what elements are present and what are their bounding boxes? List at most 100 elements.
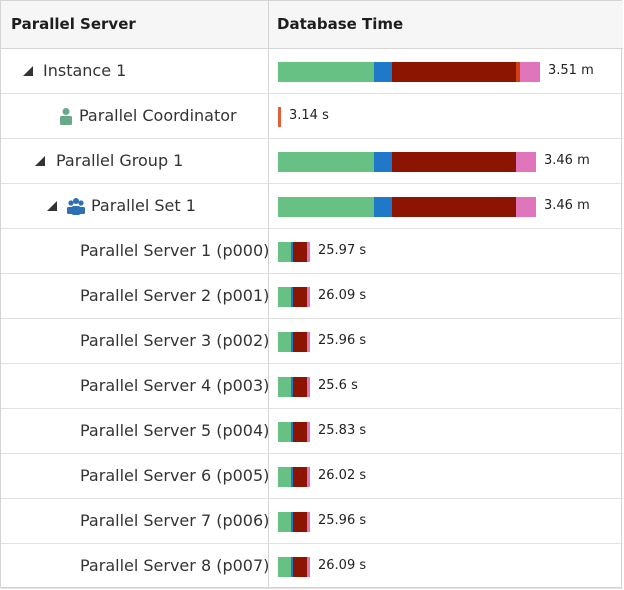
bar-segment xyxy=(291,422,293,442)
collapse-toggle-icon[interactable] xyxy=(35,156,45,166)
tree-row[interactable]: Parallel Server 7 (p006) 25.96 s xyxy=(1,499,623,544)
database-time-value: 3.51 m xyxy=(548,63,594,78)
database-time-bar[interactable] xyxy=(278,422,310,442)
bar-segment xyxy=(520,62,540,82)
bar-segment xyxy=(291,557,293,577)
database-time-value: 3.46 m xyxy=(544,153,590,168)
bar-segment xyxy=(516,152,536,172)
row-label: Parallel Set 1 xyxy=(91,196,196,215)
bar-segment xyxy=(307,332,310,352)
tree-row[interactable]: Parallel Server 3 (p002) 25.96 s xyxy=(1,319,623,364)
database-time-value: 3.46 m xyxy=(544,198,590,213)
bar-segment xyxy=(278,62,374,82)
bar-segment xyxy=(278,107,281,127)
database-time-value: 26.09 s xyxy=(318,558,367,573)
bar-segment xyxy=(392,197,516,217)
bar-segment xyxy=(307,377,310,397)
bar-segment xyxy=(307,557,310,577)
database-time-value: 26.02 s xyxy=(318,468,367,483)
coordinator-icon xyxy=(57,107,75,129)
row-label: Parallel Server 1 (p000) xyxy=(80,241,270,260)
bar-segment xyxy=(392,152,516,172)
database-time-bar[interactable] xyxy=(278,242,310,262)
bar-segment xyxy=(307,467,310,487)
database-time-value: 25.83 s xyxy=(318,423,367,438)
bar-segment xyxy=(278,242,291,262)
tree-row[interactable]: Parallel Server 2 (p001) 26.09 s xyxy=(1,274,623,319)
row-label: Parallel Server 3 (p002) xyxy=(80,331,270,350)
row-label: Instance 1 xyxy=(43,61,127,80)
database-time-bar[interactable] xyxy=(278,107,281,127)
database-time-bar[interactable] xyxy=(278,62,540,82)
database-time-value: 25.6 s xyxy=(318,378,358,393)
row-label: Parallel Group 1 xyxy=(56,151,184,170)
parallel-set-icon xyxy=(67,197,85,219)
database-time-bar[interactable] xyxy=(278,152,536,172)
bar-segment xyxy=(278,377,291,397)
bar-segment xyxy=(374,152,392,172)
database-time-value: 26.09 s xyxy=(318,288,367,303)
database-time-bar[interactable] xyxy=(278,377,310,397)
bar-segment xyxy=(374,62,392,82)
database-time-bar[interactable] xyxy=(278,287,310,307)
bar-segment xyxy=(293,557,307,577)
bar-segment xyxy=(293,377,307,397)
row-label: Parallel Server 6 (p005) xyxy=(80,466,270,485)
row-label: Parallel Server 2 (p001) xyxy=(80,286,270,305)
tree-row[interactable]: Parallel Server 5 (p004) 25.83 s xyxy=(1,409,623,454)
bar-segment xyxy=(293,242,307,262)
bar-segment xyxy=(291,512,293,532)
column-divider xyxy=(268,1,269,589)
bar-segment xyxy=(392,62,516,82)
tree-row[interactable]: Instance 1 3.51 m xyxy=(1,49,623,94)
bar-segment xyxy=(278,197,374,217)
bar-segment xyxy=(307,242,310,262)
bar-segment xyxy=(307,512,310,532)
bar-segment xyxy=(291,377,293,397)
tree-row[interactable]: Parallel Server 4 (p003) 25.6 s xyxy=(1,364,623,409)
bar-segment xyxy=(516,197,536,217)
bar-segment xyxy=(291,332,293,352)
row-label: Parallel Server 7 (p006) xyxy=(80,511,270,530)
bar-segment xyxy=(293,512,307,532)
database-time-value: 25.97 s xyxy=(318,243,367,258)
database-time-bar[interactable] xyxy=(278,197,536,217)
bar-segment xyxy=(293,422,307,442)
tree-row[interactable]: Parallel Server 6 (p005) 26.02 s xyxy=(1,454,623,499)
bar-segment xyxy=(278,152,374,172)
grid-header: Parallel Server Database Time xyxy=(1,1,623,49)
collapse-toggle-icon[interactable] xyxy=(47,201,57,211)
bar-segment xyxy=(516,62,520,82)
bar-segment xyxy=(278,512,291,532)
bar-segment xyxy=(278,467,291,487)
bar-segment xyxy=(278,422,291,442)
tree-row[interactable]: Parallel Server 8 (p007) 26.09 s xyxy=(1,544,623,589)
column-header-database-time[interactable]: Database Time xyxy=(277,15,404,33)
database-time-bar[interactable] xyxy=(278,467,310,487)
bar-segment xyxy=(278,332,291,352)
tree-row[interactable]: Parallel Coordinator 3.14 s xyxy=(1,94,623,139)
row-label: Parallel Server 4 (p003) xyxy=(80,376,270,395)
tree-row[interactable]: Parallel Group 1 3.46 m xyxy=(1,139,623,184)
database-time-bar[interactable] xyxy=(278,332,310,352)
bar-segment xyxy=(278,287,291,307)
bar-segment xyxy=(291,467,293,487)
column-header-parallel-server[interactable]: Parallel Server xyxy=(11,15,136,33)
tree-row[interactable]: Parallel Server 1 (p000) 25.97 s xyxy=(1,229,623,274)
bar-segment xyxy=(278,557,291,577)
bar-segment xyxy=(291,287,293,307)
database-time-value: 25.96 s xyxy=(318,513,367,528)
collapse-toggle-icon[interactable] xyxy=(23,66,33,76)
bar-segment xyxy=(307,422,310,442)
bar-segment xyxy=(374,197,392,217)
database-time-bar[interactable] xyxy=(278,557,310,577)
tree-row[interactable]: Parallel Set 1 3.46 m xyxy=(1,184,623,229)
database-time-bar[interactable] xyxy=(278,512,310,532)
database-time-value: 25.96 s xyxy=(318,333,367,348)
bar-segment xyxy=(293,287,307,307)
bar-segment xyxy=(293,467,307,487)
row-label: Parallel Server 5 (p004) xyxy=(80,421,270,440)
bar-segment xyxy=(307,287,310,307)
bar-segment xyxy=(293,332,307,352)
